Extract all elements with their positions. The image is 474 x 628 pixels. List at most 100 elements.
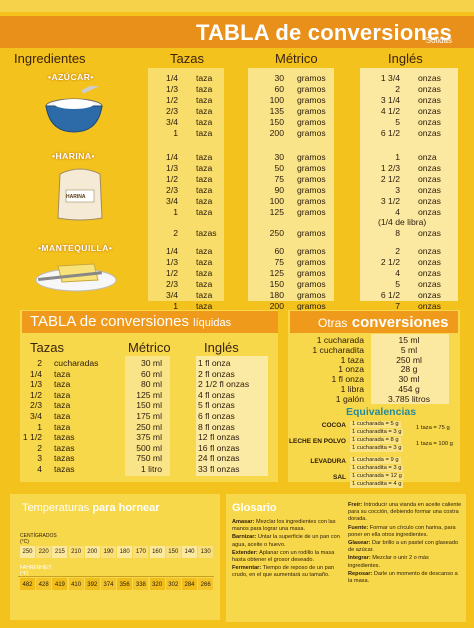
solid-cell: 1/4 (166, 152, 178, 162)
solid-cell: gramos (297, 94, 326, 105)
solid-cell: taza (196, 184, 213, 195)
celsius-value: 130 (200, 549, 211, 555)
solid-cell: onzas (418, 184, 441, 195)
liquid-title-wrap: TABLA de conversiones líquidas (30, 313, 231, 330)
equiv-name: LECHE EN POLVO (289, 438, 346, 445)
solid-cell: 2 1/2 (380, 256, 400, 267)
fahrenheit-value: 482 (22, 582, 33, 588)
fahrenheit-value: 302 (168, 582, 179, 588)
liquid-cell: 4 fl onzas (198, 389, 235, 400)
solid-cell: taza (196, 289, 213, 300)
glossary-entry: Integrar: Mezclar o unir 2 o más ingredi… (348, 555, 462, 569)
solid-cell: 3 1/4 (380, 94, 400, 105)
liquid-cell: 1 (37, 421, 42, 432)
solid-cell: taza (196, 173, 213, 184)
celsius-value: 200 (87, 549, 98, 555)
solid-cell: 250 (269, 228, 284, 239)
fahrenheit-value: 428 (38, 582, 49, 588)
solid-cell: gramos (297, 267, 326, 278)
glossary-entry: Amasar: Mezclar los ingredientes con las… (232, 519, 344, 533)
otras-cell: 1 fl onza (331, 374, 365, 385)
glossary-term: Fuente: (348, 524, 369, 531)
glossary-entry: Extender: Aplanar con un rodillo la masa… (232, 550, 344, 564)
solid-cell: onzas (418, 206, 441, 217)
glossary-entry: Fermentar: Tiempo de reposo de un pan cr… (232, 565, 344, 579)
liquid-cell: 3 (37, 453, 42, 464)
liquid-col-metrico: Métrico (128, 340, 171, 355)
ingles-column-bg (360, 68, 458, 301)
solid-cell: 1 (173, 206, 178, 217)
solid-cell: 3 (395, 184, 400, 195)
equiv-line: 1 cucharada = 8 g (350, 437, 401, 444)
solid-cell: onzas (418, 94, 441, 105)
fahrenheit-value: 392 (87, 582, 98, 588)
otras-title-bold: conversiones (351, 314, 449, 331)
glossary-definition: Untar la superficie de un pan con agua, … (232, 534, 340, 548)
celsius-value: 180 (119, 549, 130, 555)
celsius-cell-bg (165, 546, 181, 558)
liquid-cell: 2 (37, 442, 42, 453)
liquid-cell: 250 ml (136, 421, 162, 432)
liquid-cell: tazas (54, 432, 75, 443)
solid-cell: gramos (297, 83, 326, 94)
solid-cell: 1 3/4 (380, 73, 400, 83)
solid-cell: 2/3 (166, 278, 178, 289)
solid-cell: gramos (297, 228, 326, 239)
glossary-definition: Dar brillo a un pastel con glaseado de a… (348, 540, 459, 554)
otras-title-light: Otras (318, 316, 348, 330)
equiv-name: SAL (333, 474, 346, 481)
otras-title-bar (290, 311, 458, 333)
glosario-panel (226, 494, 466, 622)
equiv-line: 1 cucharadita = 3 g (350, 429, 404, 436)
solid-cell: 75 (274, 173, 284, 184)
otras-cell: 5 ml (400, 344, 418, 355)
title-bar (0, 16, 474, 48)
fahrenheit-cell-bg (117, 578, 133, 590)
solid-cell: 2/3 (166, 105, 178, 116)
equiv-line: 1 cucharada = 9 g (350, 457, 401, 464)
solid-cell: taza (196, 267, 213, 278)
fahrenheit-value: 419 (54, 582, 65, 588)
solid-cell: 50 (274, 162, 284, 173)
solid-cell: 1/3 (166, 83, 178, 94)
solid-cell: 135 (269, 105, 284, 116)
liquid-title-bar (22, 311, 278, 333)
liquid-cell: 12 fl onzas (198, 432, 240, 443)
fahrenheit-cell-bg (101, 578, 116, 590)
liquid-cell: 500 ml (136, 442, 162, 453)
solid-cell: 6 1/2 (380, 127, 400, 138)
butter-icon (35, 263, 117, 292)
glosario-right-column: Freír: Introducir una vianda en aceite c… (348, 502, 462, 586)
celsius-cell-bg (52, 546, 68, 558)
solid-cell: 90 (274, 184, 284, 195)
solid-cell: onzas (418, 267, 441, 278)
solid-cell: taza (196, 83, 213, 94)
otras-value-bg (371, 334, 449, 404)
celsius-cell-bg (36, 546, 52, 558)
solid-cell: 125 (269, 206, 284, 217)
glossary-term: Amasar: (232, 519, 255, 525)
solid-cell: onzas (418, 278, 441, 289)
fahrenheit-value: 374 (103, 582, 114, 588)
solid-cell: 1 (173, 300, 178, 311)
solid-cell: taza (196, 73, 213, 83)
celsius-value: 220 (38, 549, 49, 555)
solid-cell: gramos (297, 195, 326, 206)
solid-cell: tazas (196, 228, 217, 239)
glossary-entry: Reposar: Darle un momento de descanso a … (348, 571, 462, 585)
celsius-value: 140 (184, 549, 195, 555)
otras-cell: 15 ml (398, 335, 420, 345)
liquid-title-suffix: líquidas (193, 317, 232, 329)
solid-cell: (1/4 de libra) (378, 217, 427, 228)
solid-cell: 5 (395, 116, 400, 127)
celsius-value: 170 (135, 549, 146, 555)
solid-cell: 125 (269, 267, 284, 278)
liquid-cell: 1 fl onza (198, 358, 231, 368)
celsius-cell-bg (101, 546, 116, 558)
solid-cell: gramos (297, 256, 326, 267)
glossary-definition: Mezclar los ingredientes con las manos p… (232, 519, 336, 533)
glossary-entry: Fuente: Formar un círculo con harina, pa… (348, 525, 462, 539)
celsius-value: 150 (168, 549, 179, 555)
fahrenheit-cell-bg (133, 578, 149, 590)
glossary-definition: Introducir una vianda en aceite caliente… (348, 502, 462, 523)
